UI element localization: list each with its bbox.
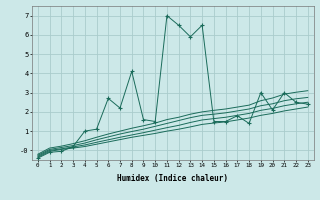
X-axis label: Humidex (Indice chaleur): Humidex (Indice chaleur) (117, 174, 228, 183)
